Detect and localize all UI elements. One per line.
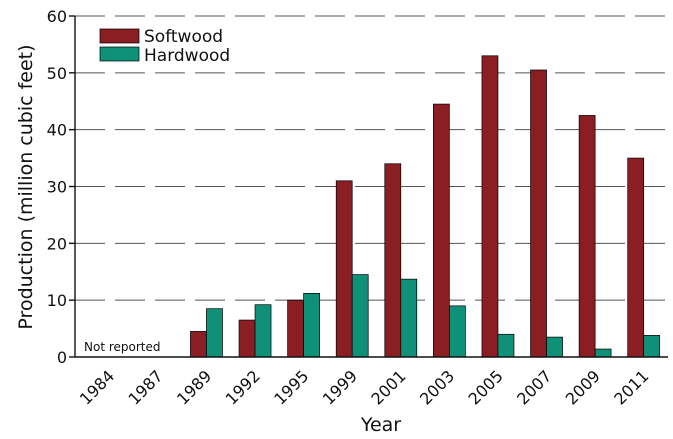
bars [190,55,661,358]
bar-softwood-2003 [433,103,450,358]
y-tick-label-60: 60 [47,7,67,26]
y-axis-title: Production (million cubic feet) [15,44,37,329]
bar-hardwood-1995 [303,292,320,358]
x-tick-label-1999: 1999 [319,366,361,408]
bar-hardwood-2003 [449,305,466,358]
legend-label-hardwood: Hardwood [144,46,230,66]
x-tick-label-2003: 2003 [416,366,458,408]
gridlines [69,15,668,358]
bar-softwood-2005 [481,55,499,358]
y-tick-labels: 0 10 20 30 40 50 60 [47,7,67,367]
legend: Softwood Hardwood [99,27,230,66]
legend-label-softwood: Softwood [144,27,223,47]
x-tick-labels: 1984 1987 1989 1992 1995 1999 2001 2003 2005 2007… [76,366,653,408]
x-tick-label-2001: 2001 [367,366,409,408]
x-axis-title: Year [360,414,401,436]
bar-softwood-2011 [627,157,645,358]
bar-hardwood-2009 [594,348,612,358]
x-tick-label-2011: 2011 [610,366,652,408]
bar-hardwood-2001 [400,278,418,358]
bar-hardwood-2011 [643,335,661,358]
axes [74,16,668,358]
x-tick-label-1995: 1995 [270,366,312,408]
legend-swatch-softwood [99,28,140,44]
bar-softwood-1999 [335,180,353,358]
x-tick-label-1989: 1989 [173,366,215,408]
bar-hardwood-1992 [254,304,272,358]
x-tick-label-1987: 1987 [124,366,166,408]
bar-softwood-1992 [238,319,256,358]
bar-hardwood-2007 [546,336,563,358]
bar-hardwood-1999 [351,274,369,358]
bar-hardwood-1989 [206,308,223,358]
y-tick-label-0: 0 [57,348,67,367]
x-tick-label-1992: 1992 [222,366,264,408]
bar-softwood-1995 [287,299,304,358]
x-tick-label-1984: 1984 [76,366,118,408]
y-tick-label-50: 50 [47,64,67,83]
bar-softwood-2009 [578,115,596,358]
x-tick-label-2009: 2009 [562,366,604,408]
y-tick-label-40: 40 [47,121,67,140]
legend-swatch-hardwood [99,46,140,62]
bar-softwood-2001 [384,163,402,358]
x-tick-label-2005: 2005 [465,366,507,408]
y-tick-label-30: 30 [47,178,67,197]
bar-hardwood-2005 [497,333,515,358]
y-tick-label-20: 20 [47,234,67,253]
bar-softwood-2007 [530,69,547,358]
y-tick-label-10: 10 [47,291,67,310]
not-reported-annotation: Not reported [84,340,161,354]
bar-softwood-1989 [190,331,207,358]
x-tick-label-2007: 2007 [513,366,555,408]
